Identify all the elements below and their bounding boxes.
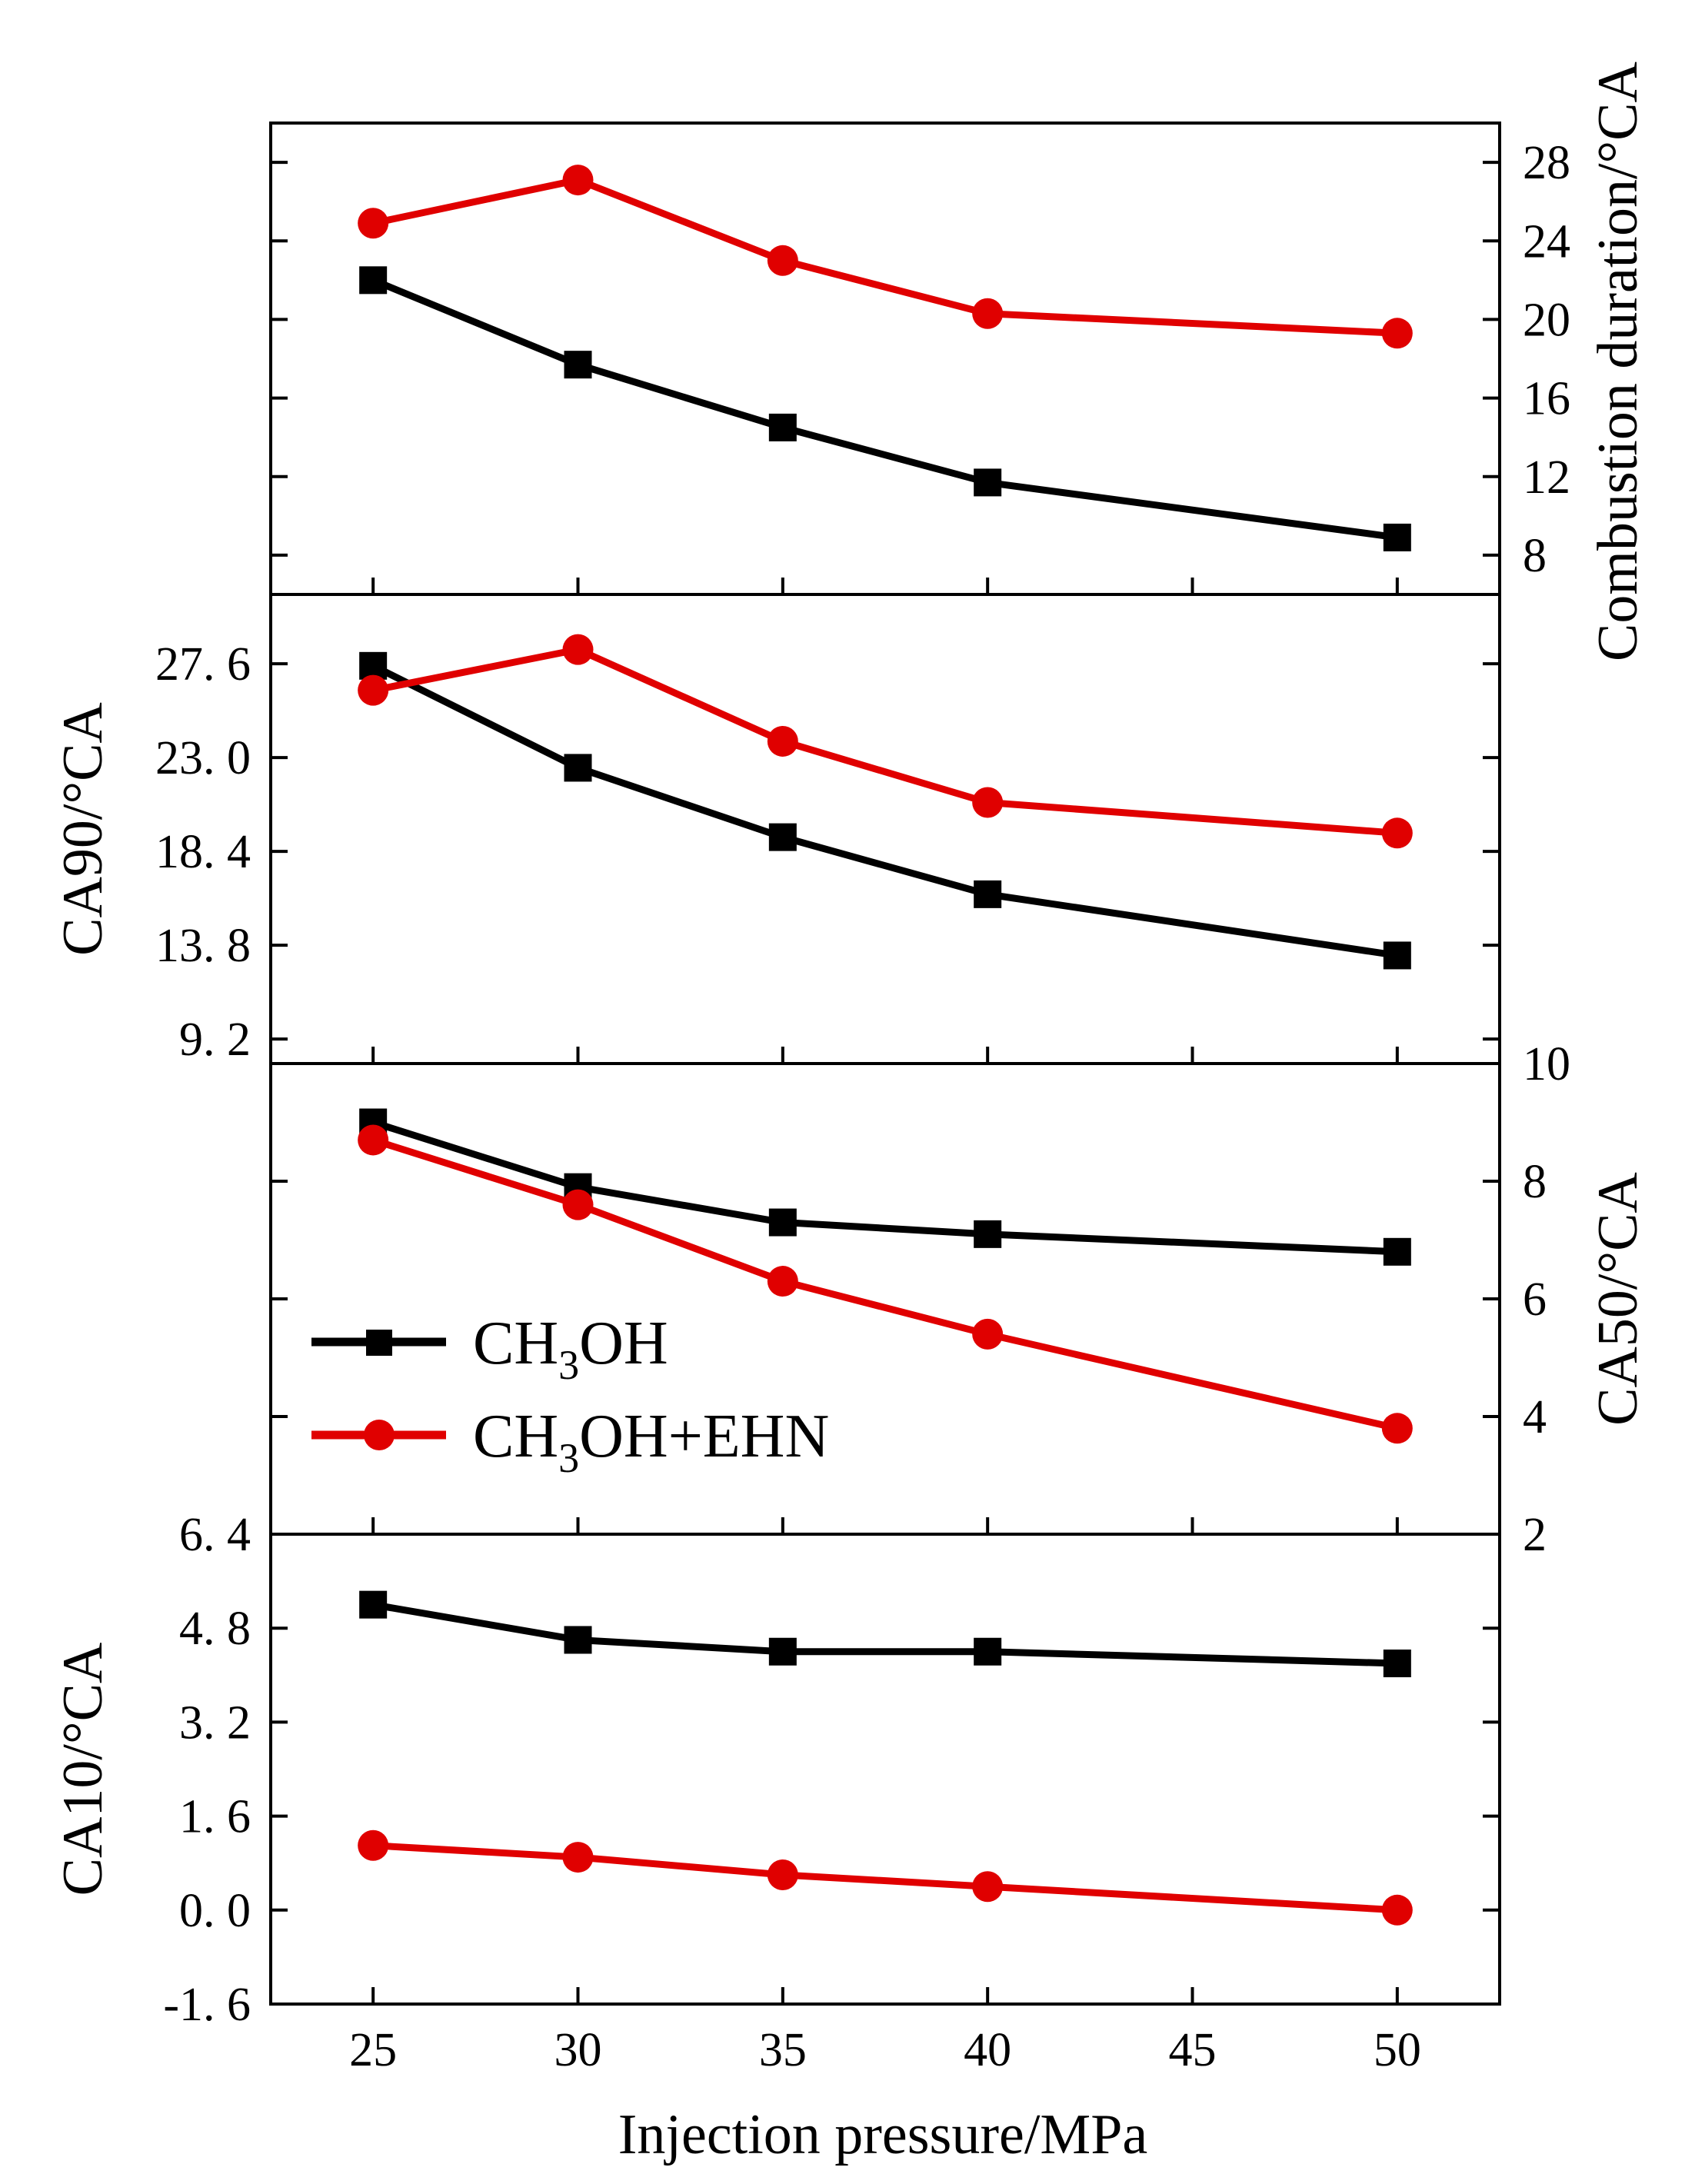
- y-tick-label-ca50-3: 8: [1523, 1156, 1547, 1208]
- point-ca10-ch3oh-1: [564, 1626, 592, 1654]
- y-tick-label-ca90-2: 18. 4: [155, 826, 251, 878]
- point-ca90-ch3oh_ehn-0: [358, 674, 389, 706]
- point-combustion-duration-ch3oh_ehn-0: [358, 208, 389, 239]
- series-line-ca90-ch3oh: [371, 662, 1398, 959]
- point-combustion-duration-ch3oh-1: [564, 351, 592, 379]
- point-ca10-ch3oh_ehn-3: [972, 1871, 1004, 1903]
- y-axis-title-ca50: CA50/°CA: [1587, 1172, 1650, 1426]
- point-ca10-ch3oh_ehn-1: [562, 1842, 594, 1873]
- point-combustion-duration-ch3oh-3: [974, 468, 1002, 497]
- point-ca90-ch3oh-1: [564, 754, 592, 782]
- legend-marker-ch3oh-ehn: [364, 1420, 395, 1450]
- y-tick-label-combustion-duration-5: 28: [1523, 137, 1570, 189]
- x-tick-label-2: 35: [759, 2024, 807, 2076]
- y-tick-label-combustion-duration-2: 16: [1523, 373, 1570, 425]
- legend-label-ch3oh: CH3OH: [473, 1310, 668, 1388]
- legend: CH3OH CH3OH+EHN: [311, 1310, 829, 1481]
- point-combustion-duration-ch3oh-2: [768, 413, 797, 441]
- point-combustion-duration-ch3oh_ehn-2: [767, 245, 798, 276]
- y-tick-label-ca10-5: 6. 4: [179, 1509, 251, 1561]
- panel-ca50: 2 4 6 8 10 CA50/°CA: [269, 1038, 1650, 1561]
- point-ca90-ch3oh-4: [1383, 941, 1411, 970]
- panel-ca10: -1. 6 0. 0 1. 6 3. 2 4. 8 6. 4 CA10/°CA: [52, 1509, 1501, 2031]
- point-ca10-ch3oh-4: [1383, 1650, 1411, 1678]
- point-combustion-duration-ch3oh_ehn-1: [562, 165, 594, 196]
- x-tick-label-3: 40: [964, 2024, 1011, 2076]
- point-ca90-ch3oh_ehn-3: [972, 787, 1004, 818]
- y-axis-title-combustion-duration: Combustion duration/°CA: [1587, 62, 1650, 661]
- y-tick-label-ca90-3: 23. 0: [155, 732, 251, 784]
- point-ca90-ch3oh-3: [974, 880, 1002, 908]
- y-tick-label-ca50-0: 2: [1523, 1509, 1547, 1561]
- panel-combustion-duration: 8 12 16 20 24 28 Combustion duration/°CA: [269, 62, 1650, 661]
- point-ca50-ch3oh_ehn-0: [358, 1124, 389, 1156]
- point-ca50-ch3oh-4: [1383, 1237, 1411, 1266]
- point-ca90-ch3oh-2: [768, 823, 797, 851]
- series-line-ca10-ch3oh_ehn: [372, 1842, 1398, 1914]
- y-tick-label-ca90-0: 9. 2: [179, 1014, 251, 1066]
- x-tick-label-4: 45: [1169, 2024, 1217, 2076]
- x-axis-title: Injection pressure/MPa: [618, 2103, 1147, 2166]
- point-ca10-ch3oh_ehn-4: [1381, 1894, 1413, 1926]
- x-tick-label-1: 30: [554, 2024, 602, 2076]
- point-ca50-ch3oh_ehn-2: [767, 1266, 798, 1297]
- y-tick-label-ca10-4: 4. 8: [179, 1603, 251, 1655]
- y-tick-label-ca90-4: 27. 6: [155, 638, 251, 691]
- point-combustion-duration-ch3oh_ehn-3: [972, 298, 1004, 329]
- point-combustion-duration-ch3oh-0: [359, 266, 388, 295]
- y-axis-title-ca90: CA90/°CA: [52, 702, 115, 956]
- x-tick-label-0: 25: [349, 2024, 397, 2076]
- point-ca90-ch3oh_ehn-4: [1381, 817, 1413, 849]
- y-tick-label-combustion-duration-1: 12: [1523, 451, 1570, 504]
- legend-marker-ch3oh: [366, 1330, 392, 1356]
- y-tick-label-ca10-2: 1. 6: [179, 1791, 251, 1843]
- point-ca50-ch3oh-3: [974, 1220, 1002, 1248]
- series-line-ca10-ch3oh: [372, 1601, 1397, 1667]
- point-ca10-ch3oh-2: [768, 1637, 797, 1666]
- y-tick-label-ca50-2: 6: [1523, 1273, 1547, 1326]
- y-tick-label-ca10-0: -1. 6: [163, 1979, 251, 2031]
- point-combustion-duration-ch3oh_ehn-4: [1381, 318, 1413, 349]
- y-tick-label-combustion-duration-0: 8: [1523, 530, 1547, 582]
- series-line-ca50-ch3oh_ehn: [371, 1137, 1398, 1432]
- point-ca50-ch3oh_ehn-1: [562, 1189, 594, 1220]
- point-ca10-ch3oh-3: [974, 1637, 1002, 1666]
- panel-frame-ca50: [269, 1062, 1501, 1536]
- point-ca50-ch3oh-2: [768, 1208, 797, 1237]
- y-tick-label-ca90-1: 13. 8: [155, 920, 251, 972]
- legend-label-ch3oh-ehn: CH3OH+EHN: [473, 1403, 829, 1481]
- panel-ca90: 9. 2 13. 8 18. 4 23. 0 27. 6 CA90/°CA: [52, 593, 1501, 1066]
- point-ca90-ch3oh_ehn-1: [562, 634, 594, 665]
- y-tick-label-ca50-1: 4: [1523, 1391, 1547, 1443]
- y-tick-label-ca10-3: 3. 2: [179, 1696, 251, 1749]
- y-tick-label-ca50-4: 10: [1523, 1038, 1570, 1090]
- point-ca50-ch3oh_ehn-4: [1381, 1413, 1413, 1444]
- point-combustion-duration-ch3oh-4: [1383, 523, 1411, 551]
- x-tick-label-5: 50: [1374, 2024, 1421, 2076]
- point-ca10-ch3oh_ehn-0: [358, 1829, 389, 1861]
- y-tick-label-combustion-duration-4: 24: [1523, 215, 1570, 268]
- point-ca10-ch3oh-0: [359, 1590, 388, 1619]
- series-line-combustion-duration-ch3oh_ehn: [372, 176, 1398, 337]
- point-ca10-ch3oh_ehn-2: [767, 1859, 798, 1890]
- series-line-combustion-duration-ch3oh: [371, 277, 1398, 541]
- y-axis-title-ca10: CA10/°CA: [52, 1643, 115, 1896]
- panel-frame-ca10: [269, 1533, 1501, 2006]
- point-ca50-ch3oh_ehn-3: [972, 1318, 1004, 1350]
- y-tick-label-ca10-1: 0. 0: [179, 1885, 251, 1937]
- point-ca90-ch3oh_ehn-2: [767, 725, 798, 757]
- y-tick-label-combustion-duration-3: 20: [1523, 294, 1570, 346]
